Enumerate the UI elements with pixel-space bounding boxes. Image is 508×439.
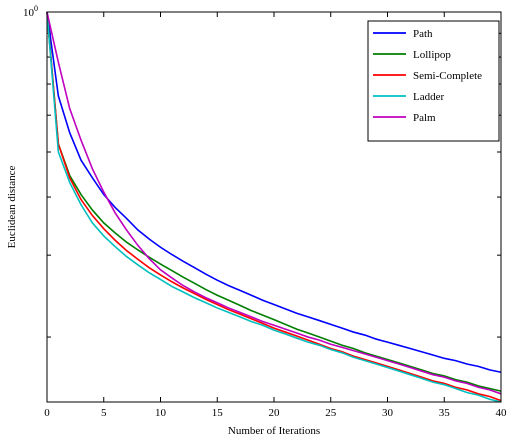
x-tick-label: 10 — [155, 407, 167, 419]
legend-label-palm: Palm — [413, 112, 436, 124]
y-top-tick-base: 10 — [23, 7, 35, 19]
series-lines — [46, 11, 502, 403]
series-line-palm — [46, 11, 502, 395]
series-line-ladder — [46, 11, 502, 403]
x-tick-label: 20 — [269, 407, 281, 419]
x-tick-label: 40 — [496, 407, 508, 419]
legend-label-semi-complete: Semi-Complete — [413, 70, 482, 82]
y-top-tick-exponent: 0 — [34, 4, 38, 13]
x-tick-label: 25 — [325, 407, 337, 419]
plot-frame — [46, 11, 502, 403]
x-axis-label: Number of Iterations — [228, 425, 320, 437]
y-axis-label: Euclidean distance — [6, 166, 18, 249]
x-tick-label: 35 — [439, 407, 451, 419]
legend-box — [367, 20, 500, 142]
legend-label-ladder: Ladder — [413, 91, 444, 103]
x-tick-label: 15 — [212, 407, 224, 419]
legend-label-lollipop: Lollipop — [413, 49, 451, 61]
legend-label-path: Path — [413, 28, 433, 40]
series-line-path — [46, 11, 502, 374]
x-tick-label: 30 — [382, 407, 394, 419]
x-tick-label: 5 — [101, 407, 107, 419]
series-line-lollipop — [46, 11, 502, 392]
x-tick-label: 0 — [44, 407, 50, 419]
y-top-tick-label: 100 — [23, 4, 38, 19]
series-line-semi-complete — [46, 11, 502, 402]
legend: Path Lollipop Semi-Complete Ladder Palm — [367, 20, 500, 142]
